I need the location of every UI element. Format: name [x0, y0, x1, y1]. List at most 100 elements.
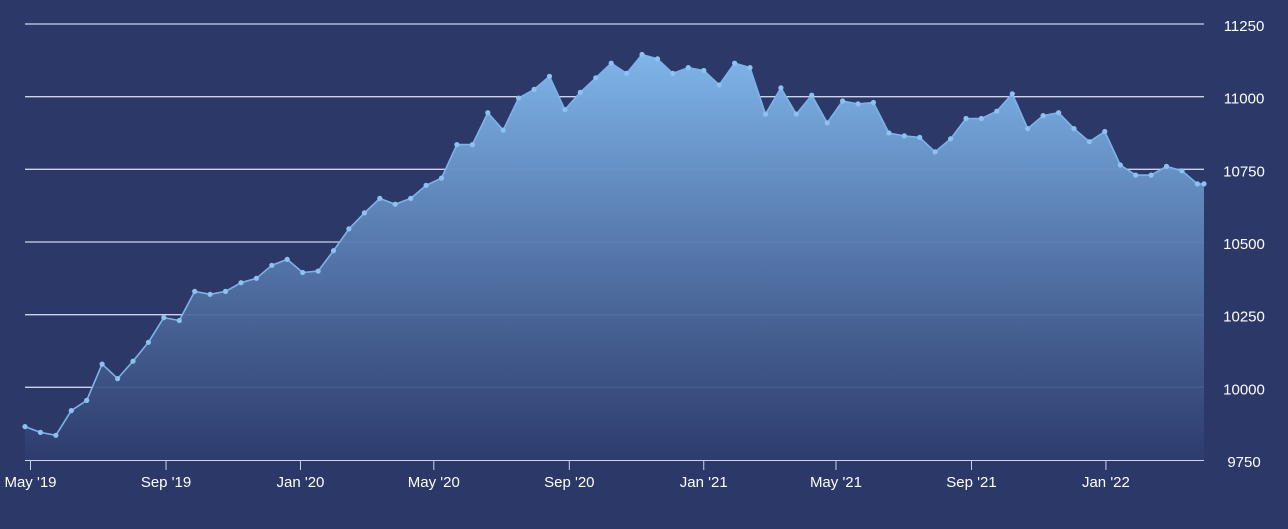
data-point[interactable] — [716, 82, 722, 88]
data-point[interactable] — [84, 397, 90, 403]
data-point[interactable] — [207, 291, 213, 297]
x-tick-label: May '19 — [4, 474, 56, 491]
data-point[interactable] — [577, 89, 583, 95]
data-point[interactable] — [99, 361, 105, 367]
y-tick-label: 11000 — [1224, 91, 1265, 108]
data-point[interactable] — [824, 120, 830, 126]
data-point[interactable] — [145, 339, 151, 345]
data-point[interactable] — [886, 130, 892, 136]
data-point[interactable] — [315, 268, 321, 274]
y-tick-label: 9750 — [1227, 454, 1260, 471]
series-area — [25, 54, 1204, 460]
x-tick-label: Jan '21 — [680, 474, 728, 491]
data-point[interactable] — [948, 136, 954, 142]
data-point[interactable] — [37, 429, 44, 435]
data-point[interactable] — [1009, 91, 1015, 97]
data-point[interactable] — [1086, 139, 1092, 145]
data-point[interactable] — [624, 70, 630, 76]
data-point[interactable] — [253, 275, 259, 281]
x-tick-label: Sep '20 — [544, 474, 594, 491]
y-tick-label: 10500 — [1223, 236, 1265, 253]
y-tick-label: 10750 — [1223, 163, 1265, 180]
data-point[interactable] — [654, 56, 661, 62]
y-tick-label: 10000 — [1223, 381, 1265, 398]
data-point[interactable] — [778, 85, 784, 91]
data-point[interactable] — [840, 98, 846, 104]
data-point[interactable] — [469, 142, 475, 148]
data-point[interactable] — [500, 127, 506, 133]
series-line — [24, 53, 1204, 437]
data-point[interactable] — [701, 67, 707, 74]
data-point[interactable] — [1056, 110, 1062, 116]
data-point[interactable] — [284, 256, 290, 262]
data-point[interactable] — [1040, 113, 1046, 119]
data-point[interactable] — [593, 75, 599, 81]
data-point[interactable] — [346, 226, 352, 232]
data-point[interactable] — [963, 115, 969, 122]
data-point[interactable] — [68, 408, 74, 414]
data-point[interactable] — [994, 108, 1000, 114]
data-point[interactable] — [1025, 126, 1031, 132]
data-point[interactable] — [115, 376, 121, 382]
data-point[interactable] — [917, 134, 923, 140]
data-point[interactable] — [562, 107, 568, 113]
data-point[interactable] — [978, 115, 985, 122]
data-point[interactable] — [1163, 163, 1170, 169]
x-tick-label: Jan '22 — [1082, 474, 1130, 491]
data-point[interactable] — [1133, 172, 1139, 178]
data-point[interactable] — [1102, 128, 1108, 135]
data-point[interactable] — [855, 101, 861, 107]
x-tick-label: May '20 — [408, 474, 460, 491]
x-tick-label: Sep '21 — [946, 474, 996, 491]
data-point[interactable] — [176, 317, 182, 324]
data-point[interactable] — [454, 142, 460, 148]
data-point[interactable] — [53, 432, 59, 438]
y-tick-label: 10250 — [1223, 309, 1265, 326]
data-point[interactable] — [762, 111, 769, 117]
data-point[interactable] — [330, 248, 337, 254]
data-point[interactable] — [238, 280, 244, 286]
data-point[interactable] — [1148, 172, 1154, 178]
data-point[interactable] — [300, 269, 306, 276]
x-axis: May '19 Sep '19 Jan '20 May '20 Sep '20 Jan '… — [4, 460, 1204, 491]
data-point[interactable] — [1201, 181, 1207, 187]
data-point[interactable] — [901, 133, 907, 139]
data-point[interactable] — [1071, 126, 1077, 132]
data-point[interactable] — [161, 315, 167, 321]
y-tick-label: 11250 — [1224, 18, 1265, 35]
data-point[interactable] — [392, 201, 398, 207]
data-point[interactable] — [22, 424, 28, 430]
data-point[interactable] — [222, 288, 229, 294]
marker-layer — [22, 51, 1207, 438]
data-point[interactable] — [516, 95, 522, 101]
data-point[interactable] — [685, 65, 691, 71]
data-point[interactable] — [423, 182, 429, 188]
data-point[interactable] — [639, 51, 645, 58]
data-point[interactable] — [361, 210, 367, 216]
data-point[interactable] — [809, 92, 815, 98]
data-point[interactable] — [438, 175, 445, 181]
data-point[interactable] — [932, 149, 938, 155]
data-point[interactable] — [377, 195, 383, 201]
data-point[interactable] — [793, 111, 799, 117]
data-point[interactable] — [1194, 181, 1200, 187]
data-point[interactable] — [1179, 168, 1185, 174]
data-point[interactable] — [546, 73, 553, 79]
data-point[interactable] — [485, 110, 491, 116]
data-point[interactable] — [1117, 162, 1123, 168]
data-point[interactable] — [747, 65, 753, 71]
data-point[interactable] — [732, 60, 738, 66]
area-layer — [24, 53, 1204, 460]
data-point[interactable] — [870, 99, 877, 106]
data-point[interactable] — [670, 70, 676, 76]
data-point[interactable] — [269, 262, 275, 268]
data-point[interactable] — [408, 195, 414, 201]
data-point[interactable] — [608, 60, 614, 66]
data-point[interactable] — [130, 358, 136, 364]
data-point[interactable] — [192, 288, 198, 294]
data-point[interactable] — [531, 86, 537, 92]
y-axis: 9750 10000 10250 10500 10750 11000 11250 — [1223, 18, 1265, 471]
x-tick-label: May '21 — [810, 474, 862, 491]
